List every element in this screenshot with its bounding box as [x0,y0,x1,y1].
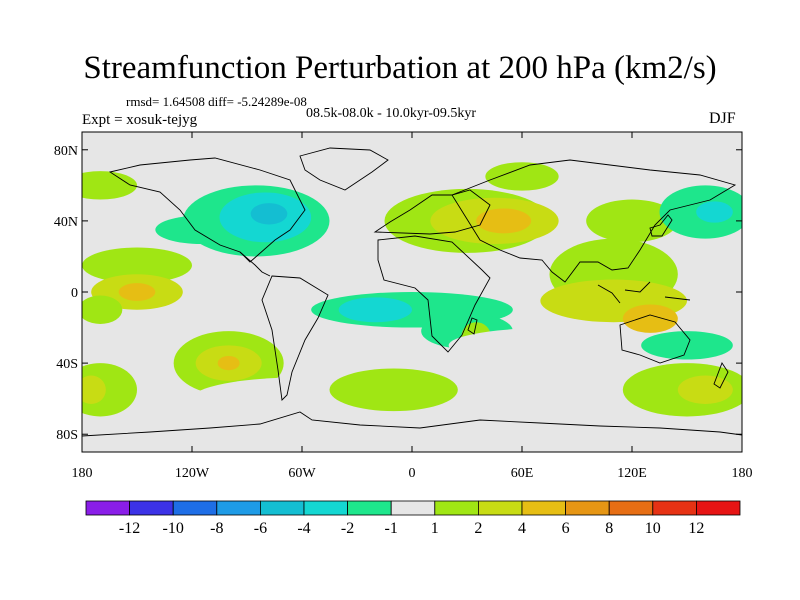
field-feature-28 [677,375,733,404]
field-feature-3 [82,171,137,200]
field-feature-21 [696,201,733,223]
colorbar-swatch-14 [696,500,741,516]
x-tick-label-5: 120E [617,466,647,481]
experiment-label: Expt = xosuk-tejyg [82,112,198,128]
colorbar-swatch-9 [477,500,523,516]
colorbar-label-2: -8 [210,520,223,537]
field-feature-33 [217,356,240,371]
x-tick-label-4: 60E [511,466,534,481]
colorbar-swatch-13 [652,500,697,516]
chart-title: Streamfunction Perturbation at 200 hPa (… [83,50,717,86]
field-feature-10 [485,162,559,191]
y-tick-label-1: 40N [54,215,78,230]
colorbar-swatch-1 [129,500,174,516]
coastlines [82,147,742,437]
x-tick-label-0: 180 [72,466,93,481]
field-feature-25 [448,327,669,364]
colorbar-swatch-11 [565,500,610,516]
y-tick-label-4: 80S [56,428,78,443]
field-feature-37 [82,375,106,404]
colorbar-swatch-6 [347,500,392,516]
field-shading [82,137,742,420]
field-feature-19 [586,199,678,243]
colorbar-label-9: 4 [518,520,526,537]
y-tick-label-3: 40S [56,357,78,372]
field-feature-38 [82,295,123,324]
colorbar-label-13: 12 [688,520,704,537]
colorbar-label-3: -6 [254,520,267,537]
colorbar-label-4: -4 [297,520,310,537]
field-feature-30 [118,283,156,301]
colorbar-swatch-8 [434,500,479,516]
colorbar-swatch-3 [216,500,261,516]
colorbar-label-6: -1 [385,520,398,537]
colorbar-label-5: -2 [341,520,354,537]
colorbar-label-8: 2 [474,520,482,537]
colorbar-label-0: -12 [119,520,140,537]
field-feature-4 [137,144,321,173]
field-feature-26 [641,331,733,360]
x-tick-label-6: 180 [732,466,753,481]
field-feature-18 [476,208,532,234]
stats-line: rmsd= 1.64508 diff= -5.24289e-08 [126,94,307,109]
colorbar-label-11: 8 [605,520,613,537]
x-tick-label-1: 120W [175,466,210,481]
colorbar: -12 -10 -8 -6 -4 -2 -1 1 2 4 6 8 10 12 [85,500,741,537]
period-label: 08.5k-08.0k - 10.0kyr-09.5kyr [306,106,477,121]
colorbar-label-10: 6 [562,520,570,537]
colorbar-swatch-7 [390,500,436,516]
colorbar-swatch-4 [259,500,305,516]
field-feature-7 [250,203,288,225]
field-feature-35 [329,368,458,412]
colorbar-label-1: -10 [163,520,184,537]
colorbar-swatch-0 [85,500,130,516]
y-tick-label-0: 80N [54,144,78,159]
x-tick-label-2: 60W [288,466,316,481]
field-feature-13 [338,297,413,323]
x-tick-label-3: 0 [409,466,416,481]
field-feature-24 [622,304,678,333]
colorbar-swatch-5 [303,500,348,516]
axes: 180 120W 60W 0 60E 120E 180 80N 40N 0 40S 80S [54,132,753,481]
colorbar-swatch-12 [608,500,654,516]
colorbar-swatch-2 [172,500,218,516]
y-tick-label-2: 0 [71,286,78,301]
colorbar-label-7: 1 [431,520,439,537]
colorbar-label-12: 10 [645,520,661,537]
colorbar-swatch-10 [521,500,566,516]
field-feature-11 [274,256,458,300]
season-label: DJF [709,110,736,127]
field-feature-2 [82,247,192,284]
